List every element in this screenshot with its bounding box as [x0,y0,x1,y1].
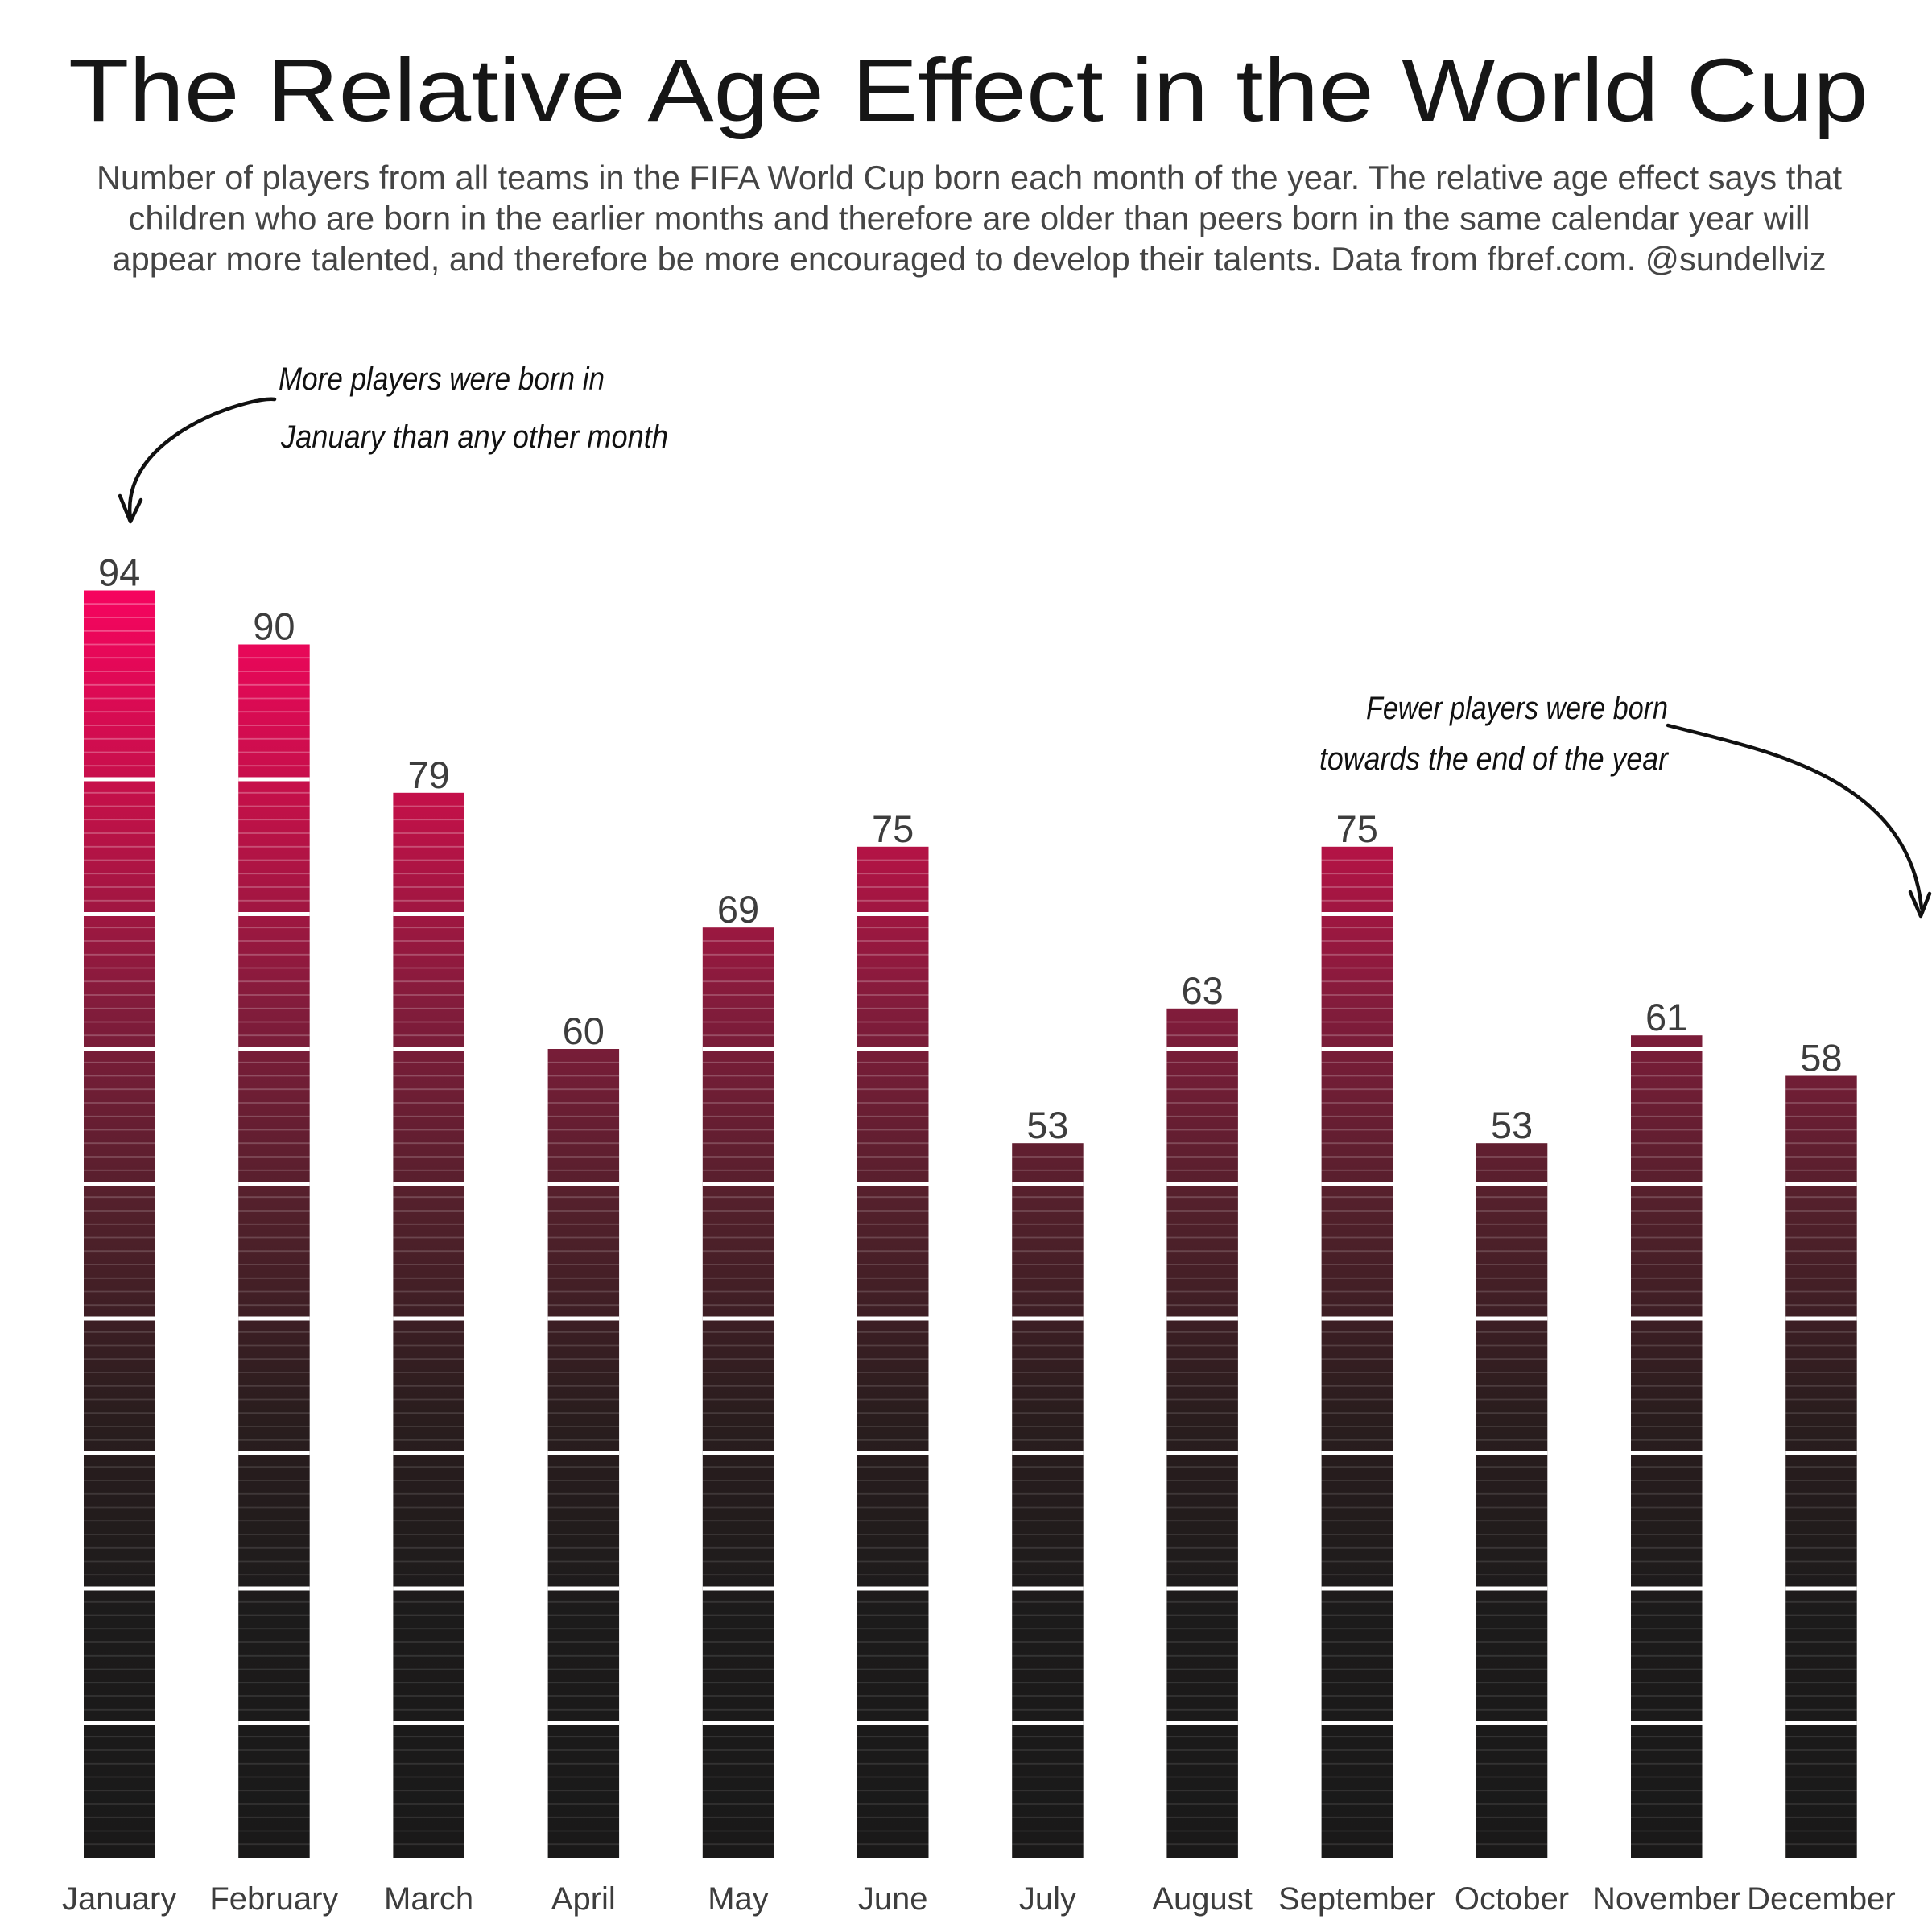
svg-text:towards the end of the year: towards the end of the year [1319,741,1669,777]
svg-text:December: December [1747,1881,1896,1917]
svg-text:appear more talented, and ther: appear more talented, and therefore be m… [113,240,1827,278]
svg-text:August: August [1152,1881,1253,1917]
svg-text:November: November [1592,1881,1741,1917]
svg-text:63: 63 [1181,969,1223,1012]
svg-text:children who are born in the e: children who are born in the earlier mon… [129,200,1810,237]
svg-text:July: July [1019,1881,1076,1917]
svg-text:79: 79 [407,753,449,796]
svg-text:61: 61 [1645,996,1687,1038]
svg-text:60: 60 [563,1009,605,1052]
svg-text:February: February [209,1881,338,1917]
svg-text:The Relative Age Effect in the: The Relative Age Effect in the World Cup [68,41,1868,140]
svg-text:90: 90 [253,605,295,648]
svg-text:September: September [1278,1881,1436,1917]
svg-text:January than any other month: January than any other month [280,419,668,455]
svg-text:May: May [708,1881,769,1917]
svg-text:69: 69 [717,888,759,931]
svg-text:June: June [858,1881,928,1917]
svg-text:53: 53 [1491,1104,1533,1146]
svg-text:53: 53 [1026,1104,1068,1146]
svg-text:October: October [1455,1881,1569,1917]
svg-text:Number of players from all tea: Number of players from all teams in the … [97,159,1842,196]
svg-text:75: 75 [872,807,914,850]
svg-text:75: 75 [1336,807,1378,850]
svg-text:94: 94 [98,551,140,594]
svg-text:April: April [551,1881,616,1917]
svg-text:58: 58 [1800,1037,1842,1080]
svg-text:March: March [384,1881,473,1917]
svg-text:January: January [62,1881,176,1917]
svg-text:More players were born in: More players were born in [279,361,605,397]
svg-text:Fewer players were born: Fewer players were born [1366,691,1668,726]
